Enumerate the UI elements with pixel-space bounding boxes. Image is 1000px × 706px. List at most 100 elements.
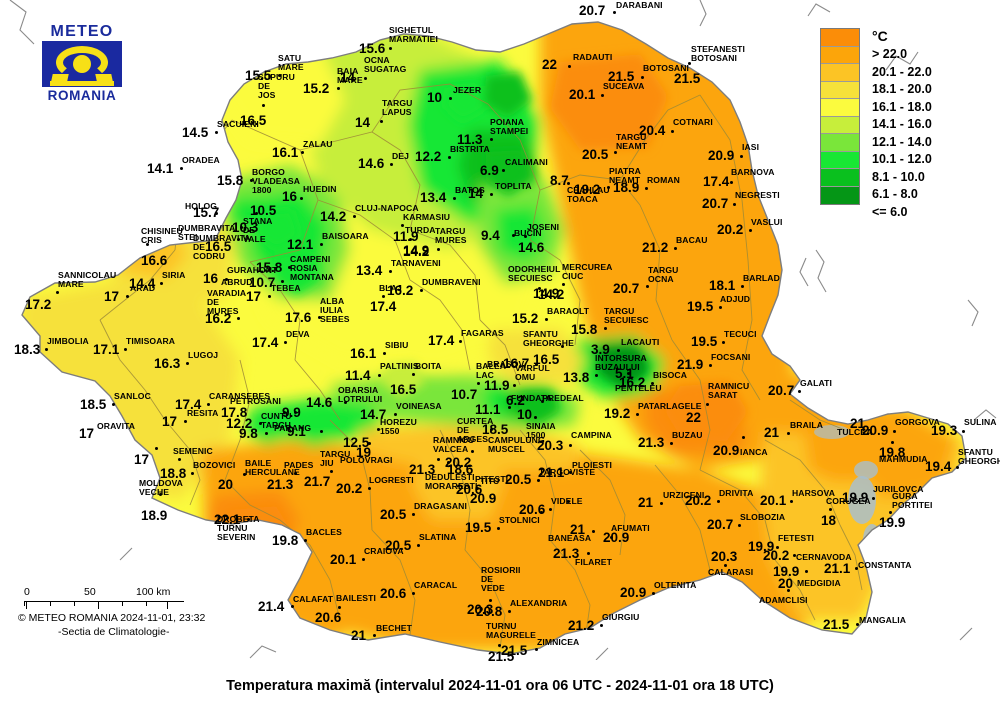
station-temperature-value: 19.9 xyxy=(842,490,869,505)
legend-band-label: 16.1 - 18.0 xyxy=(872,99,932,114)
station-dot-icon xyxy=(776,546,780,550)
station-name-label: DRIVITA xyxy=(719,488,754,498)
station-dot-icon xyxy=(362,558,366,562)
station-temperature-value: 20.3 xyxy=(467,602,494,617)
station-name-label: BUZAU xyxy=(672,430,703,440)
station-name-label: SLATINA xyxy=(419,532,457,542)
station-dot-icon xyxy=(610,536,614,540)
station-temperature-value: 16.1 xyxy=(350,346,377,361)
romania-temperature-map[interactable] xyxy=(0,0,1000,660)
station-temperature-value: 17.8 xyxy=(221,405,248,420)
station-temperature-value: 14 xyxy=(355,115,371,130)
station-temperature-value: 20.4 xyxy=(639,123,666,138)
station-name-label: TARNAVENI xyxy=(391,258,441,268)
station-dot-icon xyxy=(733,203,737,207)
station-name-label: FAGARAS xyxy=(461,328,504,338)
station-temperature-value: 5.1 xyxy=(615,366,634,381)
station-temperature-value: 22.1 xyxy=(214,512,241,527)
station-name-label: MEDGIDIA xyxy=(797,578,841,588)
station-dot-icon xyxy=(124,348,128,352)
legend-swatch-9 xyxy=(821,186,859,204)
station-dot-icon xyxy=(508,610,512,614)
station-temperature-value: 16.5 xyxy=(533,352,560,367)
station-name-label: NEGRESTI xyxy=(735,190,780,200)
station-dot-icon xyxy=(320,430,324,434)
station-dot-icon xyxy=(671,130,675,134)
legend-band-label: 14.1 - 16.0 xyxy=(872,117,932,131)
station-dot-icon xyxy=(512,234,516,238)
station-name-label: ABRUD xyxy=(221,277,253,287)
station-name-label: CURTEA DE ARGES xyxy=(457,416,494,445)
station-name-label: JIMBOLIA xyxy=(47,336,89,346)
station-temperature-value: 12.2 xyxy=(226,416,253,431)
station-dot-icon xyxy=(262,104,266,108)
station-dot-icon xyxy=(541,400,545,404)
station-temperature-value: 16.3 xyxy=(154,356,181,371)
station-name-label: COTNARI xyxy=(673,117,713,127)
station-temperature-value: 16.2 xyxy=(205,311,232,326)
temperature-legend: °C > 22.0 20.1 - 22.0 18.1 - 20.0 16.1 - 18… xyxy=(820,28,932,221)
station-temperature-value: 18 xyxy=(821,513,837,528)
station-dot-icon xyxy=(476,487,480,491)
station-dot-icon xyxy=(537,479,541,483)
station-name-label: SIRIA xyxy=(162,270,186,280)
station-name-label: POLOVRAGI xyxy=(340,455,393,465)
map-caption: Temperatura maximă (intervalul 2024-11-0… xyxy=(226,678,774,694)
station-dot-icon xyxy=(330,470,334,474)
station-name-label: SANLOC xyxy=(114,391,151,401)
legend-band-label: 10.1 - 12.0 xyxy=(872,152,932,166)
station-dot-icon xyxy=(645,187,649,191)
station-name-label: PLOIESTI xyxy=(572,460,612,470)
station-dot-icon xyxy=(670,442,674,446)
station-dot-icon xyxy=(112,403,116,407)
scale-tick-major xyxy=(167,601,169,609)
station-dot-icon xyxy=(562,283,566,287)
station-temperature-value: 21.5 xyxy=(608,69,635,84)
station-dot-icon xyxy=(437,458,441,462)
station-name-label: CLUJ-NAPOCA xyxy=(355,203,419,213)
station-dot-icon xyxy=(569,444,573,448)
station-temperature-value: 14.7 xyxy=(360,407,387,422)
station-name-label: TULCEA xyxy=(837,427,873,437)
station-name-label: BISTRITA xyxy=(450,144,490,154)
station-temperature-value: 18.1 xyxy=(709,278,736,293)
station-dot-icon xyxy=(535,363,539,367)
station-dot-icon xyxy=(730,181,734,185)
station-temperature-value: 20.9 xyxy=(620,585,647,600)
station-dot-icon xyxy=(453,197,457,201)
station-temperature-value: 15.2 xyxy=(303,81,330,96)
station-temperature-value: 17.4 xyxy=(370,299,397,314)
station-dot-icon xyxy=(674,247,678,251)
station-name-label: FETESTI xyxy=(778,533,815,543)
station-name-label: CAMPINA xyxy=(571,430,612,440)
station-temperature-value: 20.9 xyxy=(713,443,740,458)
station-temperature-value: 14.1 xyxy=(147,161,174,176)
station-temperature-value: 17 xyxy=(104,289,120,304)
station-temperature-value: 14.2 xyxy=(403,244,430,259)
station-dot-icon xyxy=(567,182,571,186)
station-name-label: PALTINIS xyxy=(380,361,419,371)
station-name-label: DRAGASANI xyxy=(414,501,467,511)
station-name-label: TARGU LAPUS xyxy=(382,98,413,118)
station-name-label: GIURGIU xyxy=(602,612,640,622)
station-temperature-value: 11.1 xyxy=(475,402,501,417)
station-dot-icon xyxy=(538,287,542,291)
station-name-label: TEBEA xyxy=(271,283,301,293)
station-temperature-value: 17 xyxy=(79,426,95,441)
station-temperature-value: 20.9 xyxy=(862,423,889,438)
station-name-label: CARANSEBES xyxy=(209,391,271,401)
station-temperature-value: 20.5 xyxy=(380,507,407,522)
station-dot-icon xyxy=(614,151,618,155)
station-name-label: BALEA LAC xyxy=(476,361,507,381)
station-name-label: LUGOJ xyxy=(188,350,219,360)
station-name-label: HOLOG xyxy=(185,201,218,211)
station-dot-icon xyxy=(300,197,304,201)
station-dot-icon xyxy=(502,169,506,173)
station-temperature-value: 14.6 xyxy=(306,395,333,410)
station-dot-icon xyxy=(962,430,966,434)
station-name-label: PARANG xyxy=(274,423,312,433)
station-dot-icon xyxy=(412,373,416,377)
station-dot-icon xyxy=(607,186,611,190)
station-temperature-value: 16.5 xyxy=(240,113,267,128)
station-dot-icon xyxy=(382,295,386,299)
